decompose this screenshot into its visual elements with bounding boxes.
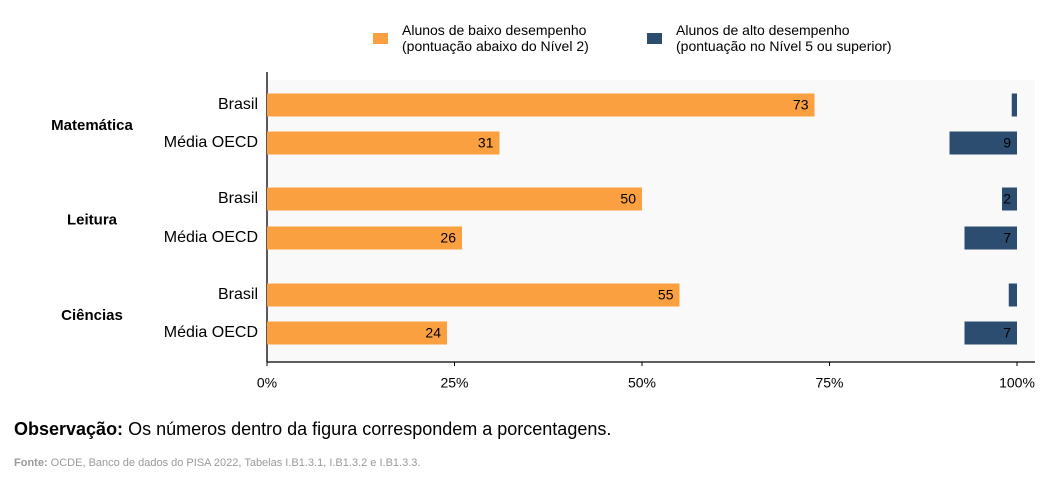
category-label: Brasil	[218, 190, 258, 207]
bar	[267, 131, 500, 155]
bar	[1011, 93, 1017, 117]
bar	[267, 187, 642, 211]
value-label: 7	[1003, 230, 1011, 246]
category-label: Média OECD	[164, 324, 258, 341]
bar	[1008, 283, 1017, 307]
category-label: Média OECD	[164, 134, 258, 151]
bar	[1002, 187, 1017, 211]
bar	[267, 321, 447, 345]
bar	[267, 93, 815, 117]
legend-label: Alunos de baixo desempenho (pontuação ab…	[402, 22, 589, 54]
source: Fonte: OCDE, Banco de dados do PISA 2022…	[14, 457, 420, 469]
bar	[267, 226, 462, 250]
category-label: Brasil	[218, 286, 258, 303]
x-tick-label: 75%	[815, 375, 843, 391]
source-text: OCDE, Banco de dados do PISA 2022, Tabel…	[50, 457, 421, 469]
value-label: 9	[1003, 135, 1011, 151]
plot-background	[267, 80, 1035, 362]
value-label: 26	[440, 230, 456, 246]
bar	[949, 131, 1017, 155]
x-tick-label: 25%	[440, 375, 468, 391]
x-tick-label: 0%	[257, 375, 277, 391]
value-label: 24	[425, 325, 441, 341]
value-label: 73	[793, 97, 809, 113]
value-label: 50	[620, 191, 636, 207]
source-label: Fonte:	[14, 457, 48, 469]
x-tick-label: 50%	[628, 375, 656, 391]
category-label: Brasil	[218, 96, 258, 113]
legend-swatch	[373, 33, 388, 44]
group-label: Matemática	[51, 117, 133, 134]
bar	[964, 321, 1017, 345]
legend-label: Alunos de alto desempenho (pontuação no …	[676, 22, 892, 54]
note-label: Observação:	[14, 419, 124, 439]
bar	[964, 226, 1017, 250]
bar	[267, 283, 680, 307]
x-tick-label: 100%	[999, 375, 1035, 391]
note-text: Os números dentro da figura correspondem…	[128, 419, 612, 439]
value-label: 55	[658, 287, 674, 303]
group-label: Ciências	[61, 307, 123, 324]
group-label: Leitura	[67, 211, 118, 228]
value-label: 2	[1003, 191, 1011, 207]
value-label: 7	[1003, 325, 1011, 341]
value-label: 31	[478, 135, 494, 151]
legend-swatch	[647, 33, 662, 44]
category-label: Média OECD	[164, 229, 258, 246]
note: Observação: Os números dentro da figura …	[14, 419, 611, 440]
